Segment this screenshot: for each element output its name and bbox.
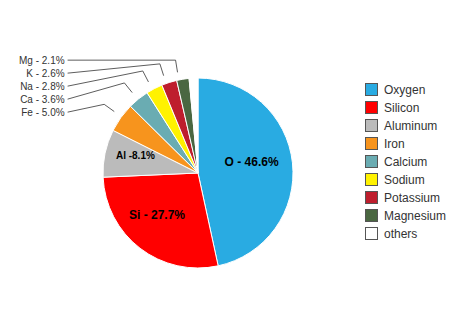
svg-text:Al -8.1%: Al -8.1%	[116, 150, 155, 161]
html-text:Sodium: Sodium	[384, 172, 425, 187]
html-text:Calcium: Calcium	[384, 154, 428, 169]
html-text:others: others	[384, 226, 418, 241]
svg-text:Na - 2.8%: Na - 2.8%	[20, 81, 65, 92]
html-text:Oxygen: Oxygen	[384, 82, 426, 97]
svg-text:K - 2.6%: K - 2.6%	[26, 68, 64, 79]
svg-text:Mg - 2.1%: Mg - 2.1%	[19, 55, 65, 66]
svg-text:Fe - 5.0%: Fe - 5.0%	[21, 107, 64, 118]
html-text:Iron: Iron	[384, 136, 405, 151]
html-text:Aluminum: Aluminum	[384, 118, 438, 133]
svg-text:Si - 27.7%: Si - 27.7%	[129, 208, 185, 222]
svg-text:O - 46.6%: O - 46.6%	[225, 155, 279, 169]
html-text:Potassium: Potassium	[384, 190, 440, 205]
html-text:Magnesium: Magnesium	[384, 208, 446, 223]
svg-text:Ca - 3.6%: Ca - 3.6%	[20, 94, 65, 105]
html-text:Silicon: Silicon	[384, 100, 420, 115]
